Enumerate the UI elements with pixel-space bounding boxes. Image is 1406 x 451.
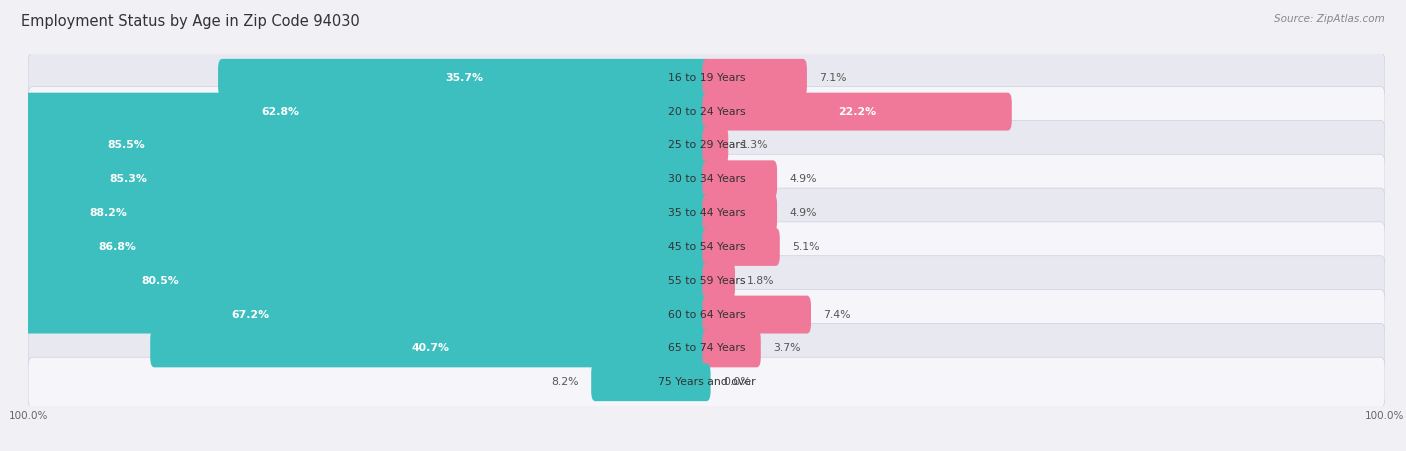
Text: 35 to 44 Years: 35 to 44 Years <box>668 208 745 218</box>
FancyBboxPatch shape <box>703 296 811 334</box>
FancyBboxPatch shape <box>703 59 807 97</box>
Text: 1.3%: 1.3% <box>741 140 768 151</box>
FancyBboxPatch shape <box>703 92 1012 130</box>
Text: 75 Years and over: 75 Years and over <box>658 377 755 387</box>
FancyBboxPatch shape <box>28 357 1385 407</box>
FancyBboxPatch shape <box>0 92 710 130</box>
Text: 8.2%: 8.2% <box>551 377 579 387</box>
FancyBboxPatch shape <box>28 323 1385 373</box>
Text: 88.2%: 88.2% <box>89 208 127 218</box>
Text: 16 to 19 Years: 16 to 19 Years <box>668 73 745 83</box>
Text: 65 to 74 Years: 65 to 74 Years <box>668 343 745 354</box>
Text: Employment Status by Age in Zip Code 94030: Employment Status by Age in Zip Code 940… <box>21 14 360 28</box>
Text: 20 to 24 Years: 20 to 24 Years <box>668 106 745 117</box>
FancyBboxPatch shape <box>28 154 1385 204</box>
FancyBboxPatch shape <box>0 194 710 232</box>
Text: 3.7%: 3.7% <box>773 343 800 354</box>
Text: 4.9%: 4.9% <box>789 174 817 184</box>
Text: 0.0%: 0.0% <box>723 377 751 387</box>
FancyBboxPatch shape <box>703 262 735 300</box>
Text: 25 to 29 Years: 25 to 29 Years <box>668 140 745 151</box>
Text: 40.7%: 40.7% <box>412 343 450 354</box>
FancyBboxPatch shape <box>28 222 1385 272</box>
Text: 67.2%: 67.2% <box>232 309 270 320</box>
FancyBboxPatch shape <box>703 194 778 232</box>
Text: 1.8%: 1.8% <box>747 276 775 286</box>
Text: 85.3%: 85.3% <box>108 174 146 184</box>
FancyBboxPatch shape <box>28 256 1385 306</box>
FancyBboxPatch shape <box>0 228 710 266</box>
Text: Source: ZipAtlas.com: Source: ZipAtlas.com <box>1274 14 1385 23</box>
Text: 86.8%: 86.8% <box>98 242 136 252</box>
FancyBboxPatch shape <box>28 188 1385 238</box>
FancyBboxPatch shape <box>0 126 710 165</box>
Text: 55 to 59 Years: 55 to 59 Years <box>668 276 745 286</box>
FancyBboxPatch shape <box>28 120 1385 170</box>
FancyBboxPatch shape <box>28 87 1385 137</box>
Text: 45 to 54 Years: 45 to 54 Years <box>668 242 745 252</box>
FancyBboxPatch shape <box>0 296 710 334</box>
FancyBboxPatch shape <box>703 161 778 198</box>
FancyBboxPatch shape <box>28 290 1385 340</box>
FancyBboxPatch shape <box>591 364 710 401</box>
FancyBboxPatch shape <box>0 262 710 300</box>
Text: 5.1%: 5.1% <box>792 242 820 252</box>
Text: 80.5%: 80.5% <box>142 276 180 286</box>
Text: 62.8%: 62.8% <box>262 106 299 117</box>
Text: 7.4%: 7.4% <box>823 309 851 320</box>
FancyBboxPatch shape <box>28 53 1385 103</box>
FancyBboxPatch shape <box>703 228 780 266</box>
FancyBboxPatch shape <box>703 126 728 165</box>
FancyBboxPatch shape <box>0 161 710 198</box>
Text: 60 to 64 Years: 60 to 64 Years <box>668 309 745 320</box>
FancyBboxPatch shape <box>150 330 710 368</box>
Text: 30 to 34 Years: 30 to 34 Years <box>668 174 745 184</box>
Text: 85.5%: 85.5% <box>108 140 145 151</box>
Text: 7.1%: 7.1% <box>820 73 846 83</box>
Text: 4.9%: 4.9% <box>789 208 817 218</box>
FancyBboxPatch shape <box>703 330 761 368</box>
FancyBboxPatch shape <box>218 59 710 97</box>
Text: 35.7%: 35.7% <box>446 73 484 83</box>
Text: 22.2%: 22.2% <box>838 106 876 117</box>
